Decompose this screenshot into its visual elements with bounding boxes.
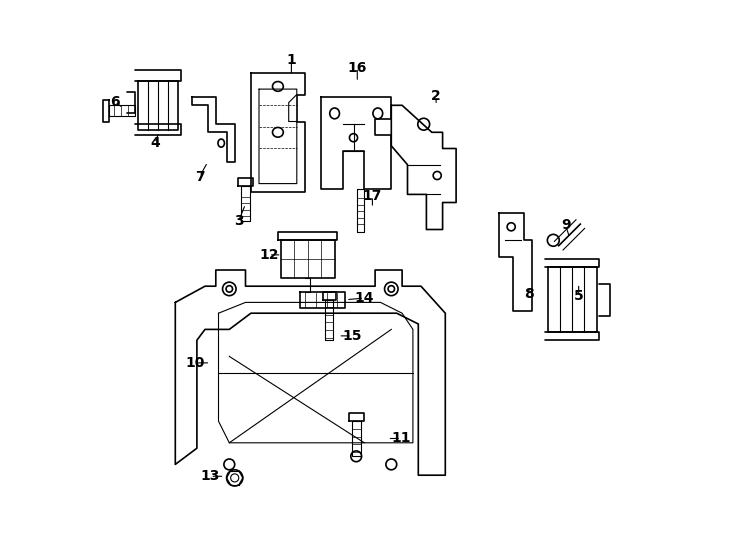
Text: 16: 16 — [348, 60, 367, 75]
Text: 2: 2 — [432, 89, 441, 103]
Text: 14: 14 — [355, 291, 374, 305]
Text: 5: 5 — [574, 289, 584, 303]
Text: 7: 7 — [195, 170, 204, 184]
Text: 4: 4 — [150, 136, 160, 150]
Text: 17: 17 — [363, 189, 382, 203]
Text: 11: 11 — [391, 431, 411, 446]
Text: 9: 9 — [561, 218, 570, 232]
Text: 12: 12 — [259, 248, 278, 262]
Text: 3: 3 — [233, 214, 243, 228]
Text: 8: 8 — [524, 287, 534, 301]
Text: 1: 1 — [286, 53, 297, 68]
Text: 6: 6 — [110, 94, 120, 109]
Text: 10: 10 — [186, 356, 205, 370]
Text: 15: 15 — [342, 329, 362, 343]
Text: 13: 13 — [200, 469, 220, 483]
